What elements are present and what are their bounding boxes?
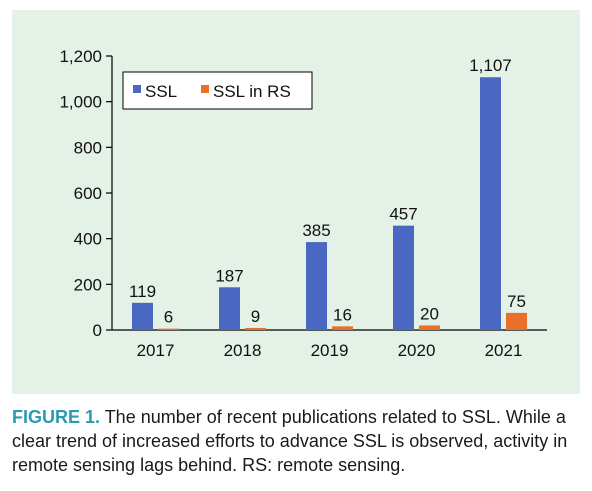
legend-box (122, 71, 313, 110)
figure-panel: 0 200 400 600 800 1,000 1,200 2017 119 6 2018 187 9 2… (12, 10, 580, 394)
y-tick-label: 400 (74, 230, 102, 249)
bar-ssl-in-rs (419, 325, 440, 330)
y-tick-label: 1,200 (59, 47, 102, 66)
caption-text: The number of recent publications relate… (12, 407, 568, 475)
bar-ssl (480, 77, 501, 330)
data-label: 187 (215, 266, 243, 285)
bar-chart: 0 200 400 600 800 1,000 1,200 2017 119 6 2018 187 9 2… (59, 47, 547, 360)
bar-ssl-in-rs (332, 326, 353, 330)
caption-label: FIGURE 1. (12, 407, 101, 427)
y-tick-label: 600 (74, 184, 102, 203)
bar-ssl (393, 225, 414, 330)
data-label: 16 (333, 305, 352, 324)
legend-swatch-ssl-in-rs (201, 85, 209, 93)
data-label: 20 (420, 304, 439, 323)
legend-swatch-ssl (133, 85, 141, 93)
data-label: 385 (302, 221, 330, 240)
y-tick-label: 800 (74, 138, 102, 157)
data-label: 1,107 (469, 56, 512, 75)
bar-ssl (132, 302, 153, 330)
figure-caption: FIGURE 1. The number of recent publicati… (12, 405, 582, 477)
y-tick-label: 0 (93, 321, 102, 340)
bar-ssl-in-rs (158, 328, 179, 330)
x-tick-label: 2020 (398, 341, 436, 360)
y-tick-label: 1,000 (59, 93, 102, 112)
legend-label-ssl-in-rs: SSL in RS (213, 82, 291, 101)
bar-ssl-in-rs (245, 327, 266, 330)
data-label: 457 (389, 205, 417, 224)
x-tick-label: 2017 (137, 341, 175, 360)
legend-label-ssl: SSL (145, 82, 177, 101)
bar-ssl (306, 242, 327, 330)
x-tick-label: 2021 (485, 341, 523, 360)
data-label: 119 (129, 282, 156, 301)
data-label: 9 (251, 307, 260, 326)
x-tick-label: 2018 (224, 341, 262, 360)
bar-ssl (219, 287, 240, 330)
y-tick-label: 200 (74, 275, 102, 294)
x-tick-label: 2019 (311, 341, 349, 360)
data-label: 75 (507, 292, 526, 311)
data-label: 6 (164, 308, 173, 327)
bar-ssl-in-rs (506, 312, 527, 330)
